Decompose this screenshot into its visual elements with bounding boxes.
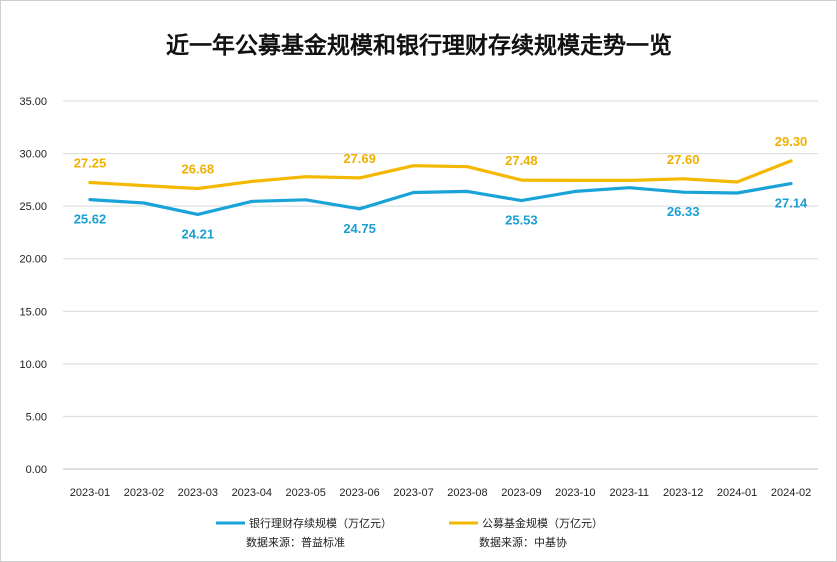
data-point <box>519 199 523 203</box>
data-point <box>196 186 200 190</box>
legend-source-bank-wealth: 数据来源：普益标准 <box>246 535 345 549</box>
data-point <box>250 179 254 183</box>
data-point <box>627 186 631 190</box>
chart-title: 近一年公募基金规模和银行理财存续规模走势一览 <box>166 32 672 59</box>
data-labels: 25.62 24.21 24.75 25.53 26.33 27.14 27.25 26.68… <box>74 134 808 242</box>
x-tick-label: 2023-08 <box>447 487 487 499</box>
x-tick-label: 2023-02 <box>124 487 164 499</box>
x-tick-label: 2023-07 <box>393 487 433 499</box>
data-point <box>519 178 523 182</box>
data-point <box>573 189 577 193</box>
x-tick-label: 2023-10 <box>555 487 595 499</box>
data-label: 24.75 <box>343 221 376 236</box>
x-tick-label: 2024-01 <box>717 487 757 499</box>
data-point <box>412 164 416 168</box>
x-tick-label: 2023-01 <box>70 487 110 499</box>
y-tick-label: 5.00 <box>26 411 47 423</box>
data-point <box>88 198 92 202</box>
data-point <box>196 212 200 216</box>
data-label: 26.33 <box>667 204 700 219</box>
series-lines <box>88 159 793 216</box>
data-point <box>250 199 254 203</box>
gridlines <box>63 100 818 470</box>
data-label: 26.68 <box>182 161 215 176</box>
y-tick-label: 35.00 <box>19 96 47 108</box>
data-label: 29.30 <box>775 134 808 149</box>
series-line-public-fund <box>88 159 793 191</box>
data-point <box>304 175 308 179</box>
data-point <box>681 177 685 181</box>
x-tick-label: 2024-02 <box>771 487 811 499</box>
data-point <box>142 201 146 205</box>
data-label: 25.62 <box>74 212 107 227</box>
data-point <box>88 180 92 184</box>
x-tick-label: 2023-04 <box>232 487 272 499</box>
y-axis-ticks: 0.00 5.00 10.00 15.00 20.00 25.00 30.00 35.00 <box>19 96 47 476</box>
series-line-bank-wealth <box>88 182 793 216</box>
data-point <box>465 165 469 169</box>
legend-label-bank-wealth: 银行理财存续规模（万亿元） <box>249 516 392 530</box>
x-tick-label: 2023-03 <box>178 487 218 499</box>
data-point <box>573 178 577 182</box>
data-point <box>465 189 469 193</box>
y-tick-label: 25.00 <box>19 201 47 213</box>
legend-label-public-fund: 公募基金规模（万亿元） <box>482 516 603 530</box>
data-label: 24.21 <box>182 226 215 241</box>
data-point <box>789 182 793 186</box>
data-label: 27.48 <box>505 153 538 168</box>
y-tick-label: 30.00 <box>19 149 47 161</box>
data-label: 27.69 <box>343 151 376 166</box>
y-tick-label: 10.00 <box>19 359 47 371</box>
data-point <box>735 180 739 184</box>
data-point <box>142 184 146 188</box>
x-axis-ticks: 2023-01 2023-02 2023-03 2023-04 2023-05 2023-… <box>70 487 811 499</box>
data-label: 27.60 <box>667 152 700 167</box>
x-tick-label: 2023-06 <box>339 487 379 499</box>
x-tick-label: 2023-09 <box>501 487 541 499</box>
y-tick-label: 15.00 <box>19 306 47 318</box>
data-point <box>789 159 793 163</box>
data-label: 27.14 <box>775 196 808 211</box>
y-tick-label: 0.00 <box>26 464 47 476</box>
data-point <box>735 191 739 195</box>
x-tick-label: 2023-05 <box>285 487 325 499</box>
data-point <box>681 190 685 194</box>
data-point <box>358 207 362 211</box>
x-tick-label: 2023-12 <box>663 487 703 499</box>
data-label: 27.25 <box>74 155 107 170</box>
data-point <box>412 190 416 194</box>
legend: 银行理财存续规模（万亿元） 数据来源：普益标准 公募基金规模（万亿元） 数据来源… <box>216 516 603 549</box>
data-point <box>358 176 362 180</box>
y-tick-label: 20.00 <box>19 254 47 266</box>
x-tick-label: 2023-11 <box>609 487 649 499</box>
data-point <box>304 198 308 202</box>
data-label: 25.53 <box>505 213 538 228</box>
legend-source-public-fund: 数据来源：中基协 <box>479 535 567 549</box>
data-point <box>627 178 631 182</box>
